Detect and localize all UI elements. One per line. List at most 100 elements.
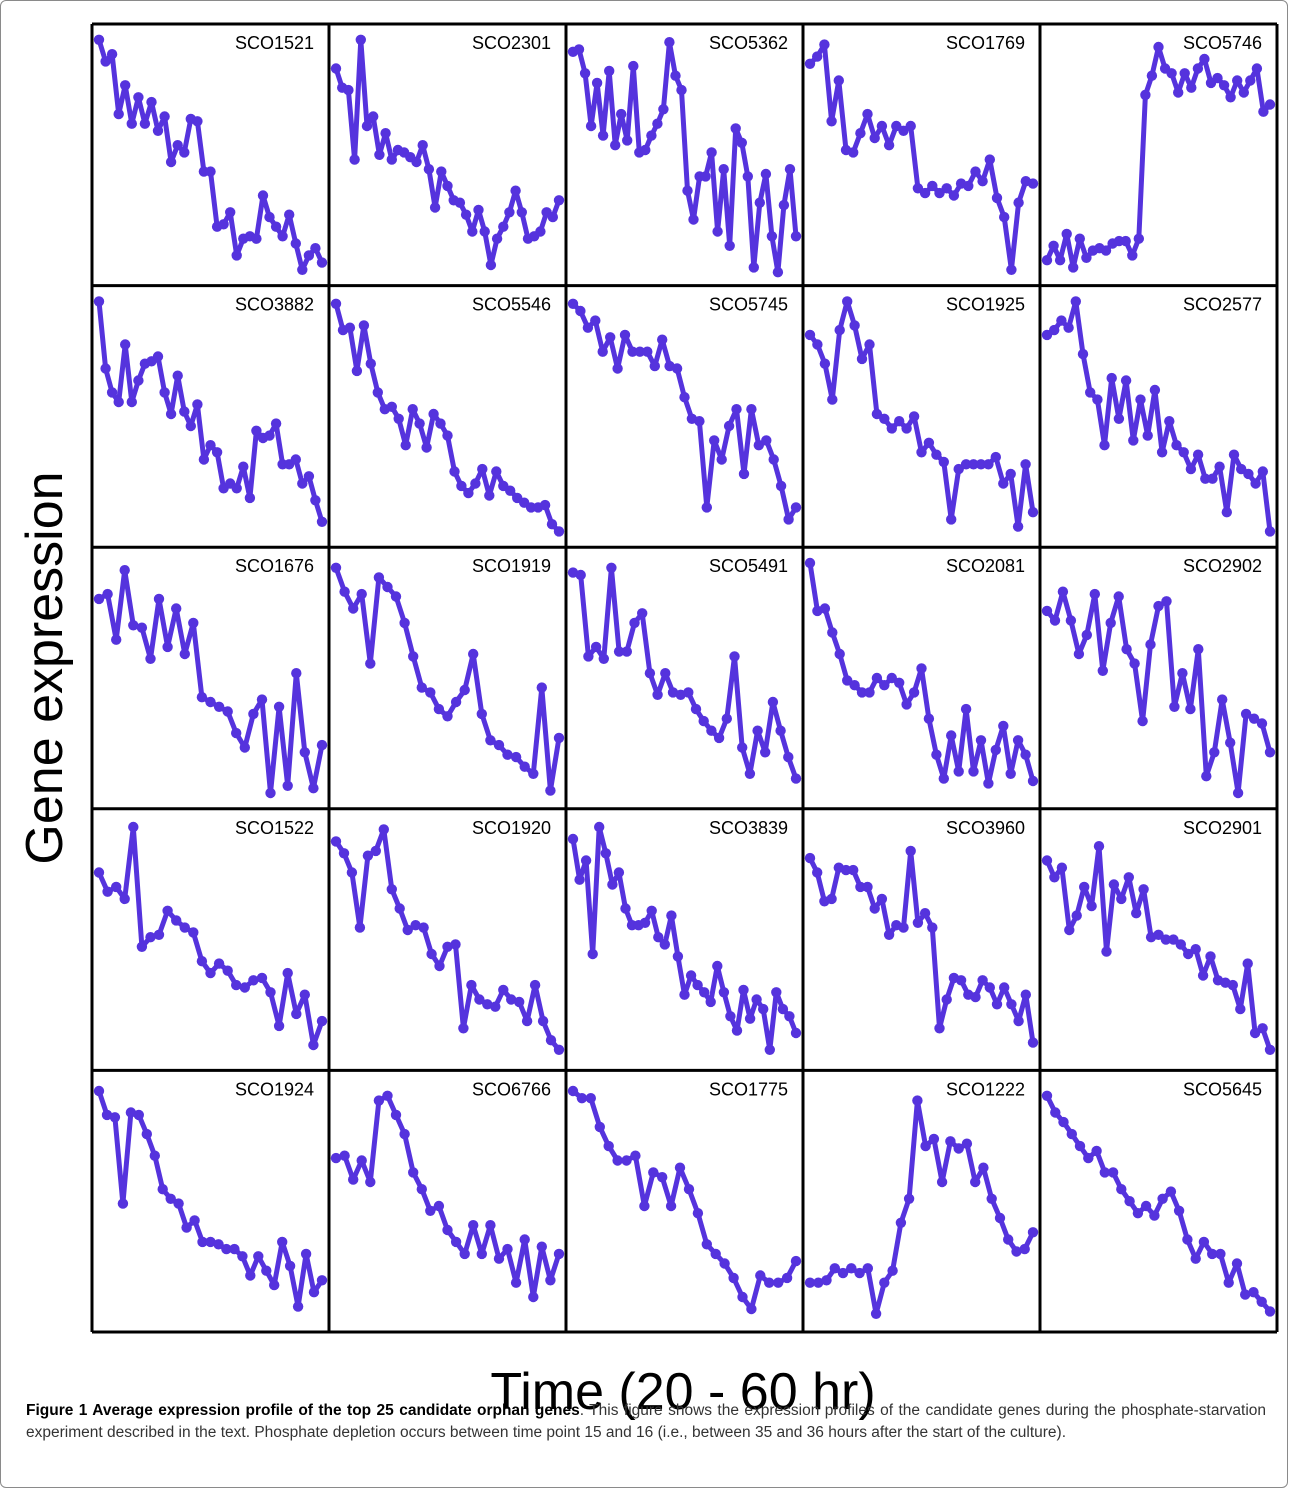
panel-label: SCO2901 xyxy=(1183,818,1262,838)
data-point xyxy=(330,298,342,309)
data-point xyxy=(871,408,883,420)
data-point xyxy=(842,296,853,307)
data-point xyxy=(1140,89,1151,101)
data-point xyxy=(579,68,591,79)
data-point xyxy=(382,581,393,593)
panel-label: SCO5546 xyxy=(472,295,551,315)
panel-label: SCO1924 xyxy=(235,1079,314,1099)
data-point xyxy=(936,1176,948,1188)
data-point xyxy=(386,401,397,412)
data-point xyxy=(459,1248,470,1260)
data-point xyxy=(1086,900,1097,912)
data-point xyxy=(536,682,547,693)
data-point xyxy=(365,658,376,669)
data-point xyxy=(923,713,935,724)
data-point xyxy=(442,1224,453,1236)
data-point xyxy=(1066,1128,1078,1140)
data-point xyxy=(646,905,657,916)
data-point xyxy=(1116,893,1127,905)
data-point xyxy=(977,975,988,986)
data-point xyxy=(338,848,350,859)
data-point xyxy=(1099,1167,1111,1178)
data-point xyxy=(679,989,690,1000)
data-point xyxy=(173,1198,184,1209)
data-point xyxy=(485,259,497,271)
panel-sco2301: SCO2301 xyxy=(330,33,565,271)
data-point xyxy=(264,211,275,223)
data-point xyxy=(468,648,479,660)
data-point xyxy=(716,454,727,465)
data-point xyxy=(244,492,256,504)
data-point xyxy=(666,910,677,921)
data-point xyxy=(1192,63,1204,74)
data-point xyxy=(153,929,165,940)
data-point xyxy=(535,226,546,237)
data-point xyxy=(473,204,484,216)
data-point xyxy=(698,715,709,727)
data-point xyxy=(442,430,453,441)
data-point xyxy=(1063,322,1074,333)
data-point xyxy=(927,180,938,192)
data-point xyxy=(316,516,328,527)
data-point xyxy=(963,180,974,192)
data-point xyxy=(1231,1258,1243,1269)
data-point xyxy=(983,459,994,470)
data-point xyxy=(205,696,216,708)
data-point xyxy=(761,435,772,446)
data-point xyxy=(827,394,838,405)
series-line xyxy=(570,39,799,275)
data-point xyxy=(362,850,374,861)
data-point xyxy=(1149,1210,1160,1221)
data-point xyxy=(521,1015,533,1027)
data-point xyxy=(470,478,481,489)
data-point xyxy=(764,1277,775,1288)
data-point xyxy=(421,442,432,453)
data-point xyxy=(575,569,586,581)
data-point xyxy=(245,1270,256,1281)
data-point xyxy=(1225,737,1236,748)
data-point xyxy=(222,965,233,976)
data-point xyxy=(145,653,156,664)
data-point xyxy=(1127,250,1138,261)
data-point xyxy=(961,1138,973,1149)
data-point xyxy=(1185,703,1196,715)
data-point xyxy=(1020,749,1031,760)
panel-label: SCO1920 xyxy=(472,818,551,838)
data-point xyxy=(171,603,182,614)
data-point xyxy=(719,1258,730,1269)
data-point xyxy=(856,687,868,698)
data-point xyxy=(442,711,453,722)
series-line xyxy=(96,37,325,273)
data-point xyxy=(1190,944,1201,955)
panel-label: SCO1769 xyxy=(946,33,1025,53)
data-point xyxy=(1248,713,1260,724)
data-point xyxy=(1054,255,1066,266)
panel-sco5745: SCO5745 xyxy=(567,295,802,525)
data-point xyxy=(700,171,711,182)
data-point xyxy=(505,485,516,496)
data-point xyxy=(901,423,912,434)
data-point xyxy=(213,958,225,969)
data-point xyxy=(606,562,617,573)
data-point xyxy=(1012,735,1024,746)
data-point xyxy=(1228,449,1240,460)
data-point xyxy=(1257,1023,1268,1034)
panel-label: SCO1676 xyxy=(235,556,314,576)
data-point xyxy=(573,44,585,55)
data-point xyxy=(1071,910,1082,921)
panel-label: SCO5745 xyxy=(709,295,788,315)
data-point xyxy=(1153,41,1164,53)
data-point xyxy=(1041,855,1053,866)
data-point xyxy=(775,725,786,736)
data-point xyxy=(136,622,148,633)
data-point xyxy=(1013,197,1024,208)
data-point xyxy=(354,922,366,933)
data-point xyxy=(1153,929,1164,940)
data-point xyxy=(248,708,259,720)
data-point xyxy=(746,1303,757,1315)
data-point xyxy=(975,735,987,746)
data-point xyxy=(316,1015,328,1027)
data-point xyxy=(351,365,363,377)
data-point xyxy=(931,749,942,760)
